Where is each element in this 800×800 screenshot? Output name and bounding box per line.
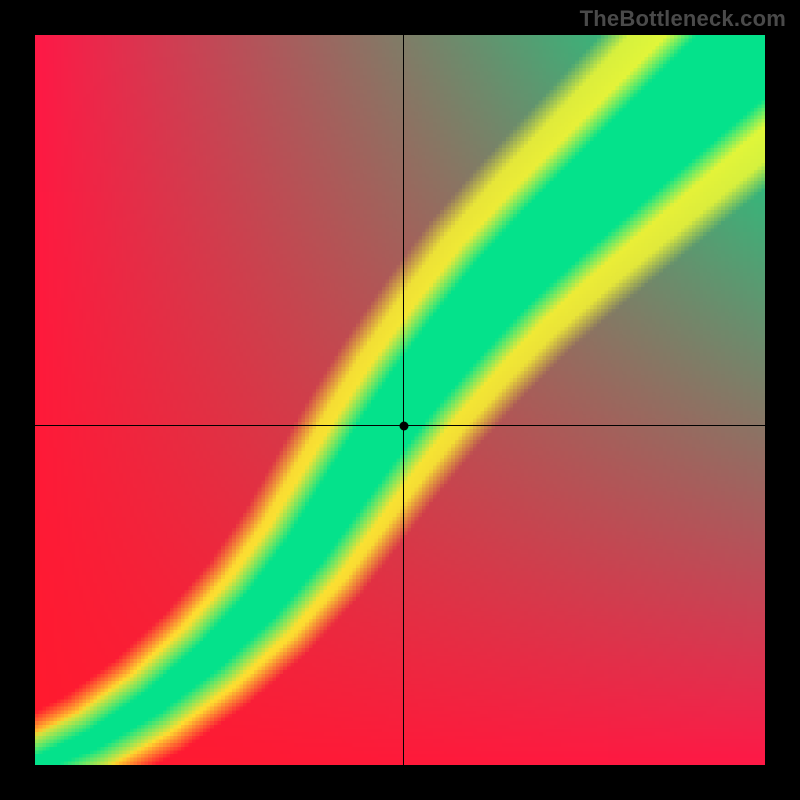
chart-frame: TheBottleneck.com — [0, 0, 800, 800]
crosshair-vertical — [403, 35, 404, 765]
watermark-text: TheBottleneck.com — [580, 6, 786, 32]
plot-area — [35, 35, 765, 765]
crosshair-marker — [399, 421, 408, 430]
heatmap-canvas — [35, 35, 765, 765]
